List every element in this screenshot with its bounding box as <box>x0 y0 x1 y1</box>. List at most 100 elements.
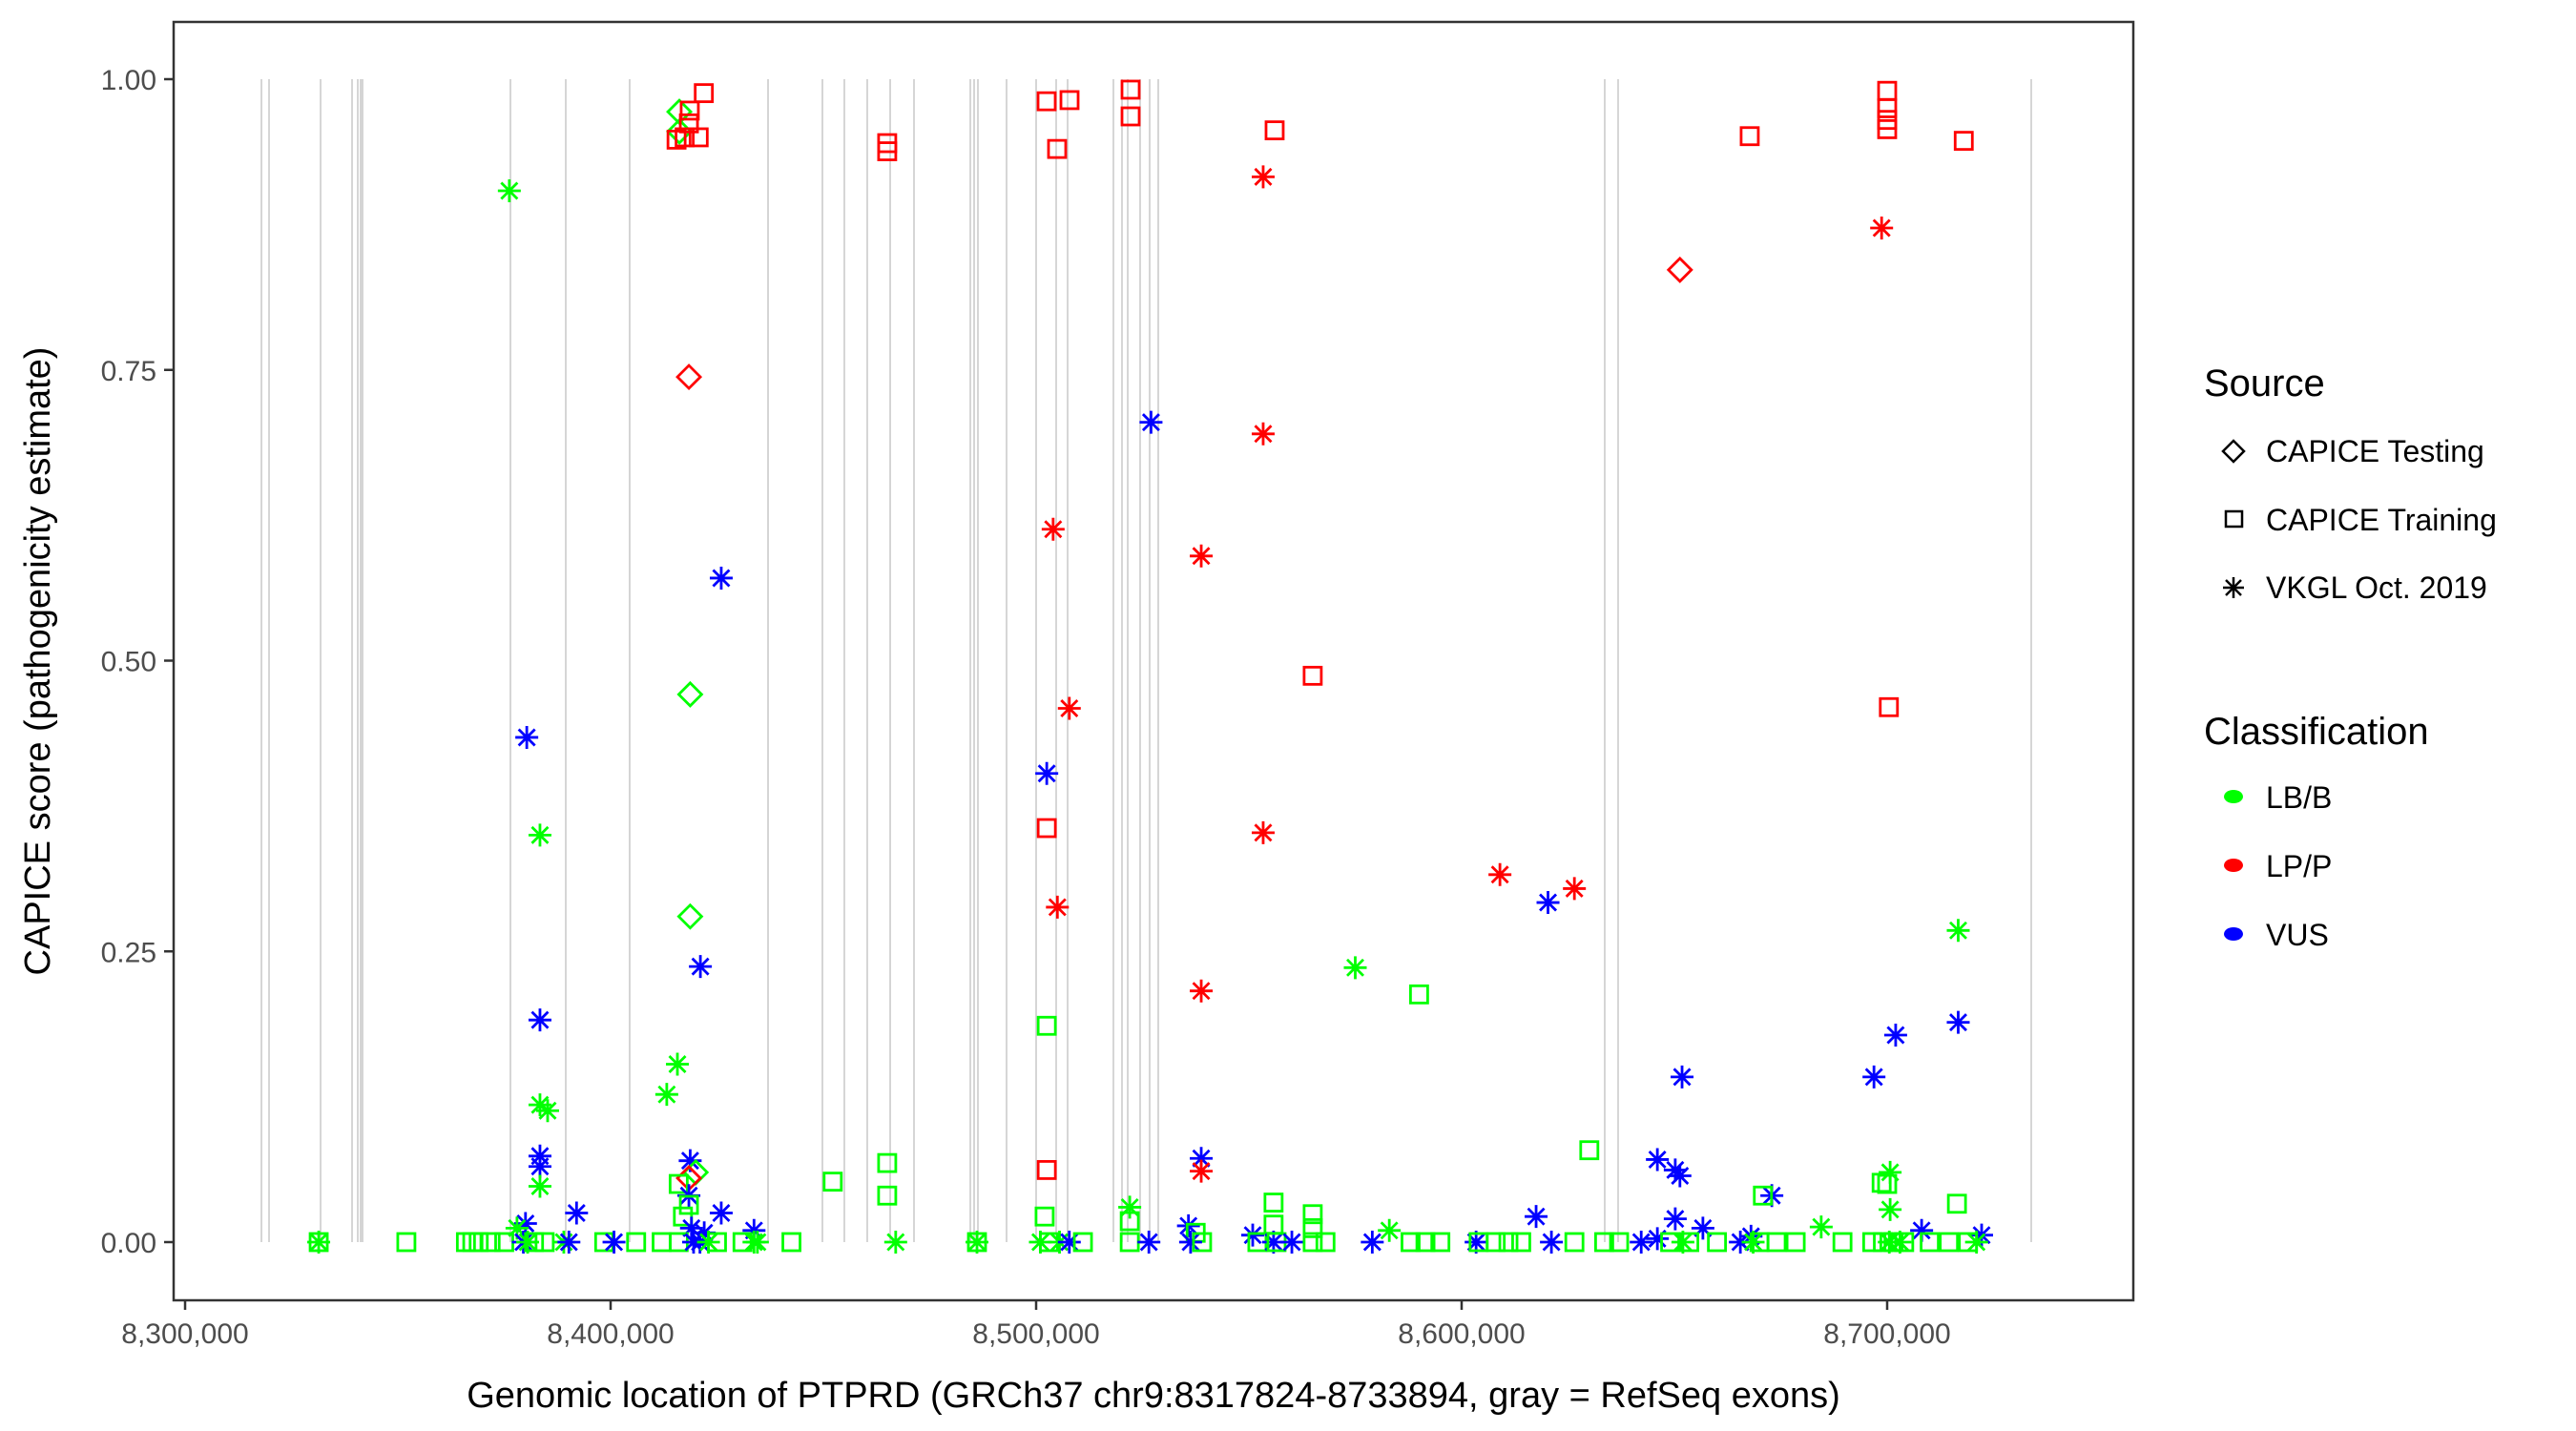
data-point-square <box>1739 126 1760 147</box>
y-tick-label: 1.00 <box>101 65 156 96</box>
square-marker <box>1877 119 1898 139</box>
data-point-asterisk <box>1671 1231 1694 1254</box>
data-point-square <box>1894 1232 1915 1253</box>
data-point-asterisk <box>1046 895 1070 919</box>
asterisk-marker <box>1946 1010 1970 1034</box>
asterisk-marker <box>1176 1213 1200 1237</box>
asterisk-marker <box>1378 1218 1402 1242</box>
asterisk-marker <box>709 1201 733 1225</box>
data-point-square <box>1047 138 1068 159</box>
data-point-asterisk <box>1536 891 1560 915</box>
square-marker <box>877 141 898 161</box>
data-point-asterisk <box>1190 1147 1214 1171</box>
data-point-square <box>1430 1232 1451 1253</box>
asterisk-marker <box>565 1201 589 1225</box>
x-tick-label: 8,300,000 <box>121 1318 248 1350</box>
asterisk-marker <box>1251 422 1275 446</box>
asterisk-marker <box>528 823 551 847</box>
asterisk-marker <box>528 1154 551 1178</box>
data-point-asterisk <box>516 1231 540 1254</box>
data-point-square <box>1679 1232 1700 1253</box>
data-point-asterisk <box>666 1052 690 1076</box>
asterisk-marker <box>1729 1231 1753 1254</box>
legend-label: CAPICE Testing <box>2266 434 2484 468</box>
square-marker <box>1939 1232 1960 1253</box>
square-marker <box>1707 1232 1727 1253</box>
square-marker <box>822 1172 843 1192</box>
x-axis-title: Genomic location of PTPRD (GRCh37 chr9:8… <box>467 1376 1840 1416</box>
data-point-asterisk <box>557 1231 581 1254</box>
data-point-square <box>694 83 715 104</box>
asterisk-marker <box>1809 1215 1833 1239</box>
legend-title-source: Source <box>2204 363 2325 404</box>
asterisk-marker <box>1691 1216 1714 1240</box>
data-point-asterisk <box>1251 422 1275 446</box>
square-marker <box>1192 1232 1213 1253</box>
data-point-square <box>1877 98 1898 118</box>
square-marker <box>1036 1015 1057 1036</box>
data-point-diamond <box>676 680 704 708</box>
data-point-asterisk <box>1862 1065 1886 1089</box>
asterisk-marker <box>1888 1231 1912 1254</box>
data-point-square <box>1302 1232 1323 1253</box>
data-point-square <box>1498 1232 1519 1253</box>
data-point-square <box>668 1173 689 1194</box>
data-point-square <box>1036 1015 1057 1036</box>
data-point-asterisk <box>1870 217 1894 240</box>
data-point-asterisk <box>742 1218 766 1242</box>
asterisk-marker <box>1046 895 1070 919</box>
diamond-marker <box>676 680 704 708</box>
data-point-square <box>877 1152 898 1173</box>
asterisk-marker <box>1118 1195 1142 1219</box>
square-marker <box>1785 1232 1806 1253</box>
data-point-asterisk <box>1741 1231 1765 1254</box>
square-marker <box>1877 1173 1898 1194</box>
square-marker <box>1036 91 1057 112</box>
square-marker <box>1059 90 1080 111</box>
green-dot-icon <box>2224 790 2243 803</box>
exon-lines <box>260 79 2032 1242</box>
asterisk-marker <box>1057 1231 1081 1254</box>
square-marker <box>480 1232 501 1253</box>
square-marker <box>1739 126 1760 147</box>
square-marker <box>1920 1232 1940 1253</box>
diamond-marker <box>1666 256 1693 283</box>
data-point-asterisk <box>1190 979 1214 1003</box>
legend: Source CAPICE Testing CAPICE Training VK… <box>2204 363 2497 952</box>
asterisk-marker <box>654 1083 678 1107</box>
asterisk-marker <box>1241 1223 1265 1247</box>
data-point-square <box>1415 1232 1436 1253</box>
data-point-square <box>1953 131 1974 152</box>
data-point-square <box>1594 1232 1614 1253</box>
asterisk-marker <box>1139 410 1163 434</box>
data-point-asterisk <box>1343 956 1367 980</box>
asterisk-marker <box>1646 1148 1670 1172</box>
asterisk-marker <box>1525 1205 1548 1229</box>
data-point-square <box>1034 1206 1055 1227</box>
data-point-asterisk <box>1176 1213 1200 1237</box>
data-point-asterisk <box>528 1008 551 1032</box>
square-marker <box>1264 120 1285 141</box>
square-marker <box>1564 1232 1585 1253</box>
data-point-asterisk <box>565 1201 589 1225</box>
square-marker <box>1315 1232 1336 1253</box>
data-points <box>307 79 1994 1254</box>
data-point-asterisk <box>505 1216 529 1240</box>
data-point-asterisk <box>1964 1231 1988 1254</box>
data-point-square <box>673 1206 694 1227</box>
square-marker <box>673 1206 694 1227</box>
asterisk-marker <box>666 1052 690 1076</box>
diamond-marker <box>676 902 704 930</box>
x-axis-ticks: 8,300,000 8,400,000 8,500,000 8,600,000 8,70… <box>121 1300 1951 1350</box>
square-marker <box>1894 1232 1915 1253</box>
data-point-asterisk <box>709 566 733 590</box>
y-axis-title: CAPICE score (pathogenicity estimate) <box>18 347 58 976</box>
x-tick-label: 8,500,000 <box>972 1318 1099 1350</box>
data-point-asterisk <box>709 1201 733 1225</box>
square-marker <box>1120 106 1141 127</box>
asterisk-marker <box>1261 1231 1285 1254</box>
data-point-square <box>1036 818 1057 839</box>
data-point-square <box>1879 696 1900 717</box>
data-point-square <box>1263 1192 1284 1213</box>
data-point-square <box>1059 90 1080 111</box>
